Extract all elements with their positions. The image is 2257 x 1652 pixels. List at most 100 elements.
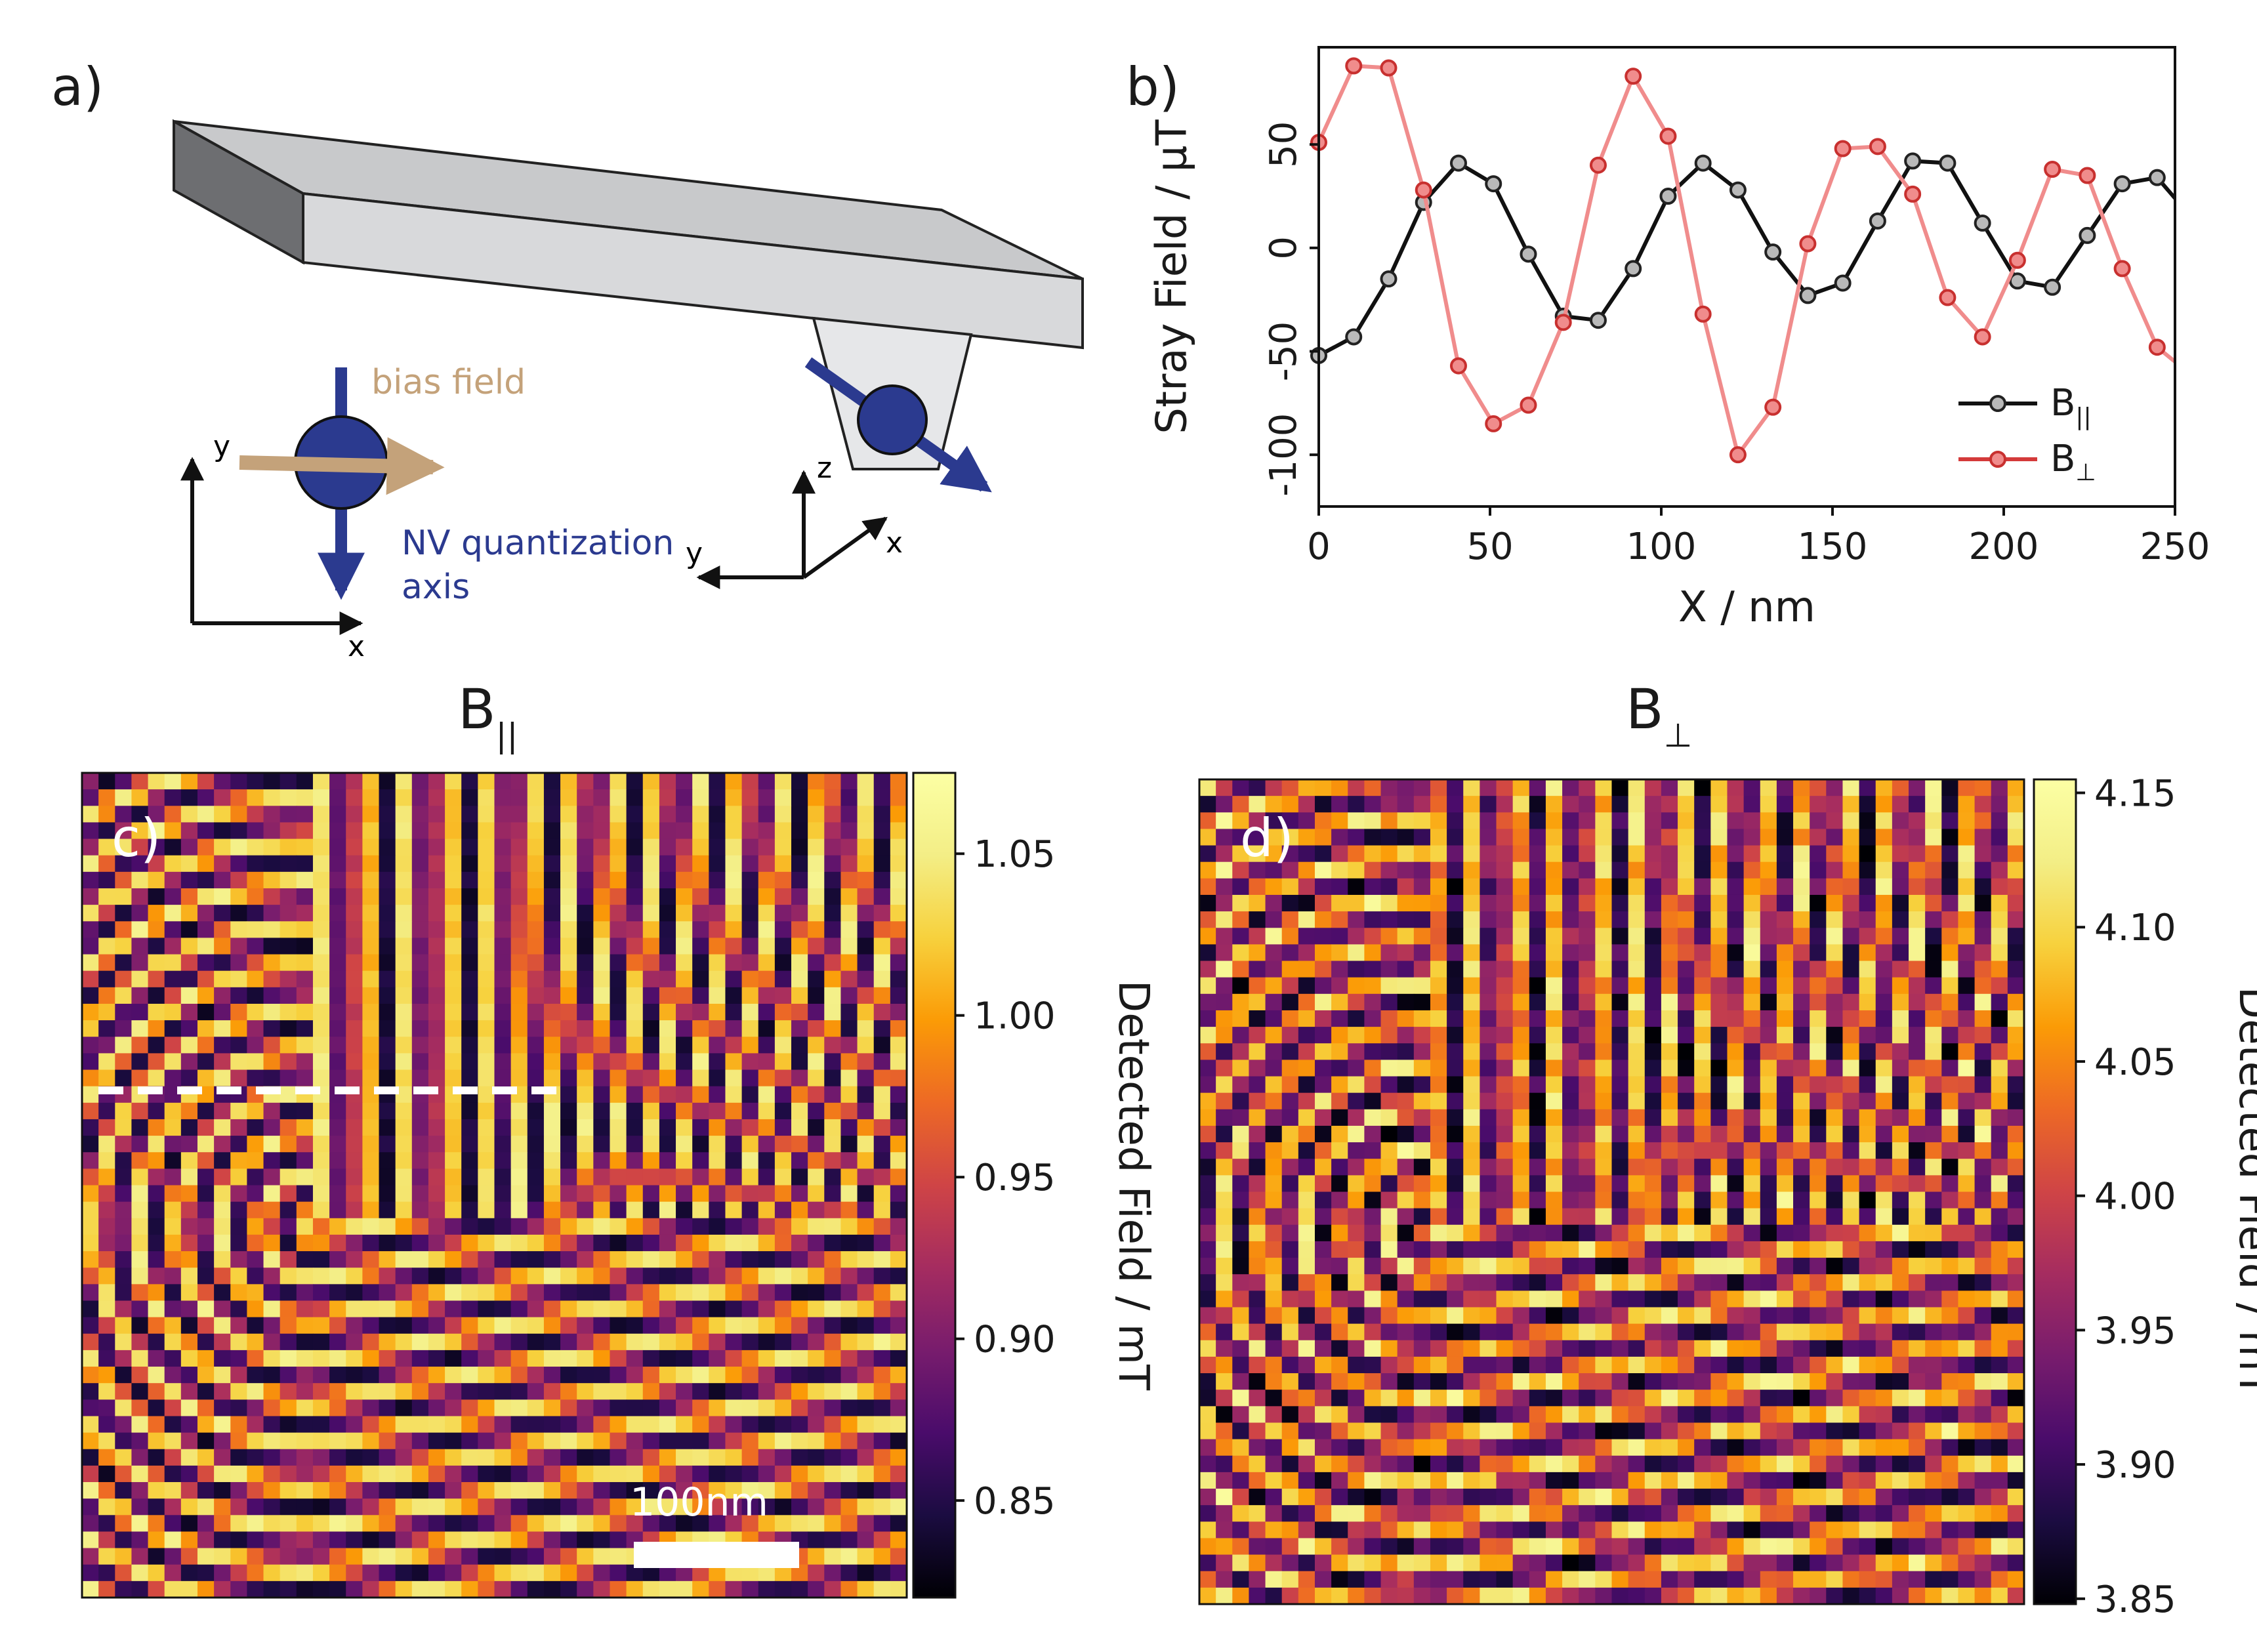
heatmap-cell <box>676 855 693 873</box>
heatmap-cell <box>296 1136 314 1153</box>
heatmap-cell <box>461 1367 478 1384</box>
heatmap-cell <box>1875 1060 1893 1077</box>
heatmap-cell <box>676 1234 693 1252</box>
heatmap-cell <box>1991 861 2008 879</box>
heatmap-cell <box>1314 1356 1332 1374</box>
heatmap-cell <box>1463 796 1480 813</box>
heatmap-cell <box>873 987 891 1004</box>
heatmap-cell <box>1430 1241 1447 1258</box>
heatmap-cell <box>1760 1323 1777 1341</box>
heatmap-cell <box>1974 1505 1992 1522</box>
heatmap-cell <box>1447 1027 1464 1044</box>
heatmap-cell <box>82 1564 99 1582</box>
heatmap-cell <box>642 970 660 988</box>
heatmap-cell <box>131 1367 149 1384</box>
heatmap-cell <box>1628 911 1646 928</box>
heatmap-cell <box>1199 993 1216 1011</box>
heatmap-cell <box>543 773 561 790</box>
heatmap-cell <box>1216 944 1233 962</box>
heatmap-cell <box>494 1069 512 1087</box>
heatmap-cell <box>197 1383 215 1400</box>
heatmap-cell <box>1611 1307 1629 1325</box>
heatmap-cell <box>1397 1274 1415 1291</box>
heatmap-cell <box>1958 1323 1976 1341</box>
heatmap-cell <box>280 1399 297 1417</box>
heatmap-cell <box>1941 960 1959 978</box>
heatmap-cell <box>329 1482 346 1499</box>
heatmap-cell <box>1249 1060 1266 1077</box>
heatmap-cell <box>1941 796 1959 813</box>
heatmap-cell <box>411 1069 429 1087</box>
heatmap-cell <box>1249 1109 1266 1126</box>
heatmap-cell <box>346 1350 363 1367</box>
heatmap-cell <box>1265 1159 1283 1176</box>
heatmap-cell <box>1265 829 1283 846</box>
heatmap-cell <box>1909 977 1926 995</box>
heatmap-cell <box>1793 1521 1810 1539</box>
heatmap-cell <box>824 1350 842 1367</box>
heatmap-cell <box>445 1251 462 1268</box>
heatmap-cell <box>1793 861 1810 879</box>
heatmap-cell <box>1760 878 1777 896</box>
heatmap-cell <box>411 1350 429 1367</box>
heatmap-cell <box>1776 1159 1794 1176</box>
heatmap-cell <box>362 1383 380 1400</box>
heatmap-cell <box>1413 960 1431 978</box>
heatmap-cell <box>214 970 231 988</box>
heatmap-c-title-main: B <box>458 677 496 741</box>
heatmap-cell <box>1760 993 1777 1011</box>
heatmap-cell <box>758 1416 776 1434</box>
heatmap-cell <box>1380 894 1398 912</box>
heatmap-cell <box>1694 1092 1711 1110</box>
heatmap-cell <box>1760 1043 1777 1060</box>
heatmap-cell <box>346 871 363 889</box>
heatmap-cell <box>610 1069 627 1087</box>
heatmap-cell <box>1249 861 1266 879</box>
heatmap-cell <box>1842 1489 1860 1506</box>
heatmap-cell <box>1298 1060 1315 1077</box>
heatmap-cell <box>642 838 660 856</box>
series-line-parallel <box>1319 159 2175 358</box>
heatmap-cell <box>115 1102 133 1120</box>
heatmap-cell <box>197 1037 215 1054</box>
heatmap-cell <box>1364 1406 1382 1424</box>
heatmap-cell <box>1579 1455 1596 1473</box>
heatmap-cell <box>280 954 297 972</box>
heatmap-cell <box>1661 1505 1678 1522</box>
heatmap-cell <box>1694 1125 1711 1143</box>
heatmap-cell <box>1579 796 1596 813</box>
heatmap-cell <box>1529 1406 1546 1424</box>
heatmap-cell <box>1380 1191 1398 1209</box>
heatmap-cell <box>1925 894 1942 912</box>
heatmap-cell <box>1331 1455 1348 1473</box>
heatmap-cell <box>379 1152 396 1169</box>
heatmap-cell <box>1776 1175 1794 1193</box>
heatmap-cell <box>577 1564 594 1582</box>
heatmap-cell <box>494 822 512 840</box>
heatmap-cell <box>1216 812 1233 830</box>
data-point-parallel-23 <box>2113 175 2131 193</box>
heatmap-cell <box>1793 796 1810 813</box>
heatmap-cell <box>577 1119 594 1136</box>
heatmap-cell <box>774 1432 792 1450</box>
heatmap-cell <box>824 1053 842 1071</box>
heatmap-cell <box>379 1201 396 1219</box>
heatmap-cell <box>709 1284 726 1302</box>
heatmap-cell <box>2007 1027 2025 1044</box>
heatmap-cell <box>1430 1356 1447 1374</box>
heatmap-cell <box>1859 1109 1876 1126</box>
heatmap-cell <box>577 1399 594 1417</box>
heatmap-cell <box>346 789 363 806</box>
heatmap-cell <box>808 855 825 873</box>
heatmap-cell <box>1810 812 1827 830</box>
heatmap-cell <box>1875 861 1893 879</box>
heatmap-cell <box>1562 1422 1579 1440</box>
heatmap-cell <box>560 1053 577 1071</box>
heatmap-cell <box>890 789 907 806</box>
heatmap-cell <box>808 1580 825 1598</box>
heatmap-cell <box>1529 1175 1546 1193</box>
heatmap-cell <box>1397 1455 1415 1473</box>
heatmap-cell <box>758 1482 776 1499</box>
heatmap-cell <box>1958 1455 1976 1473</box>
heatmap-cell <box>1314 977 1332 995</box>
